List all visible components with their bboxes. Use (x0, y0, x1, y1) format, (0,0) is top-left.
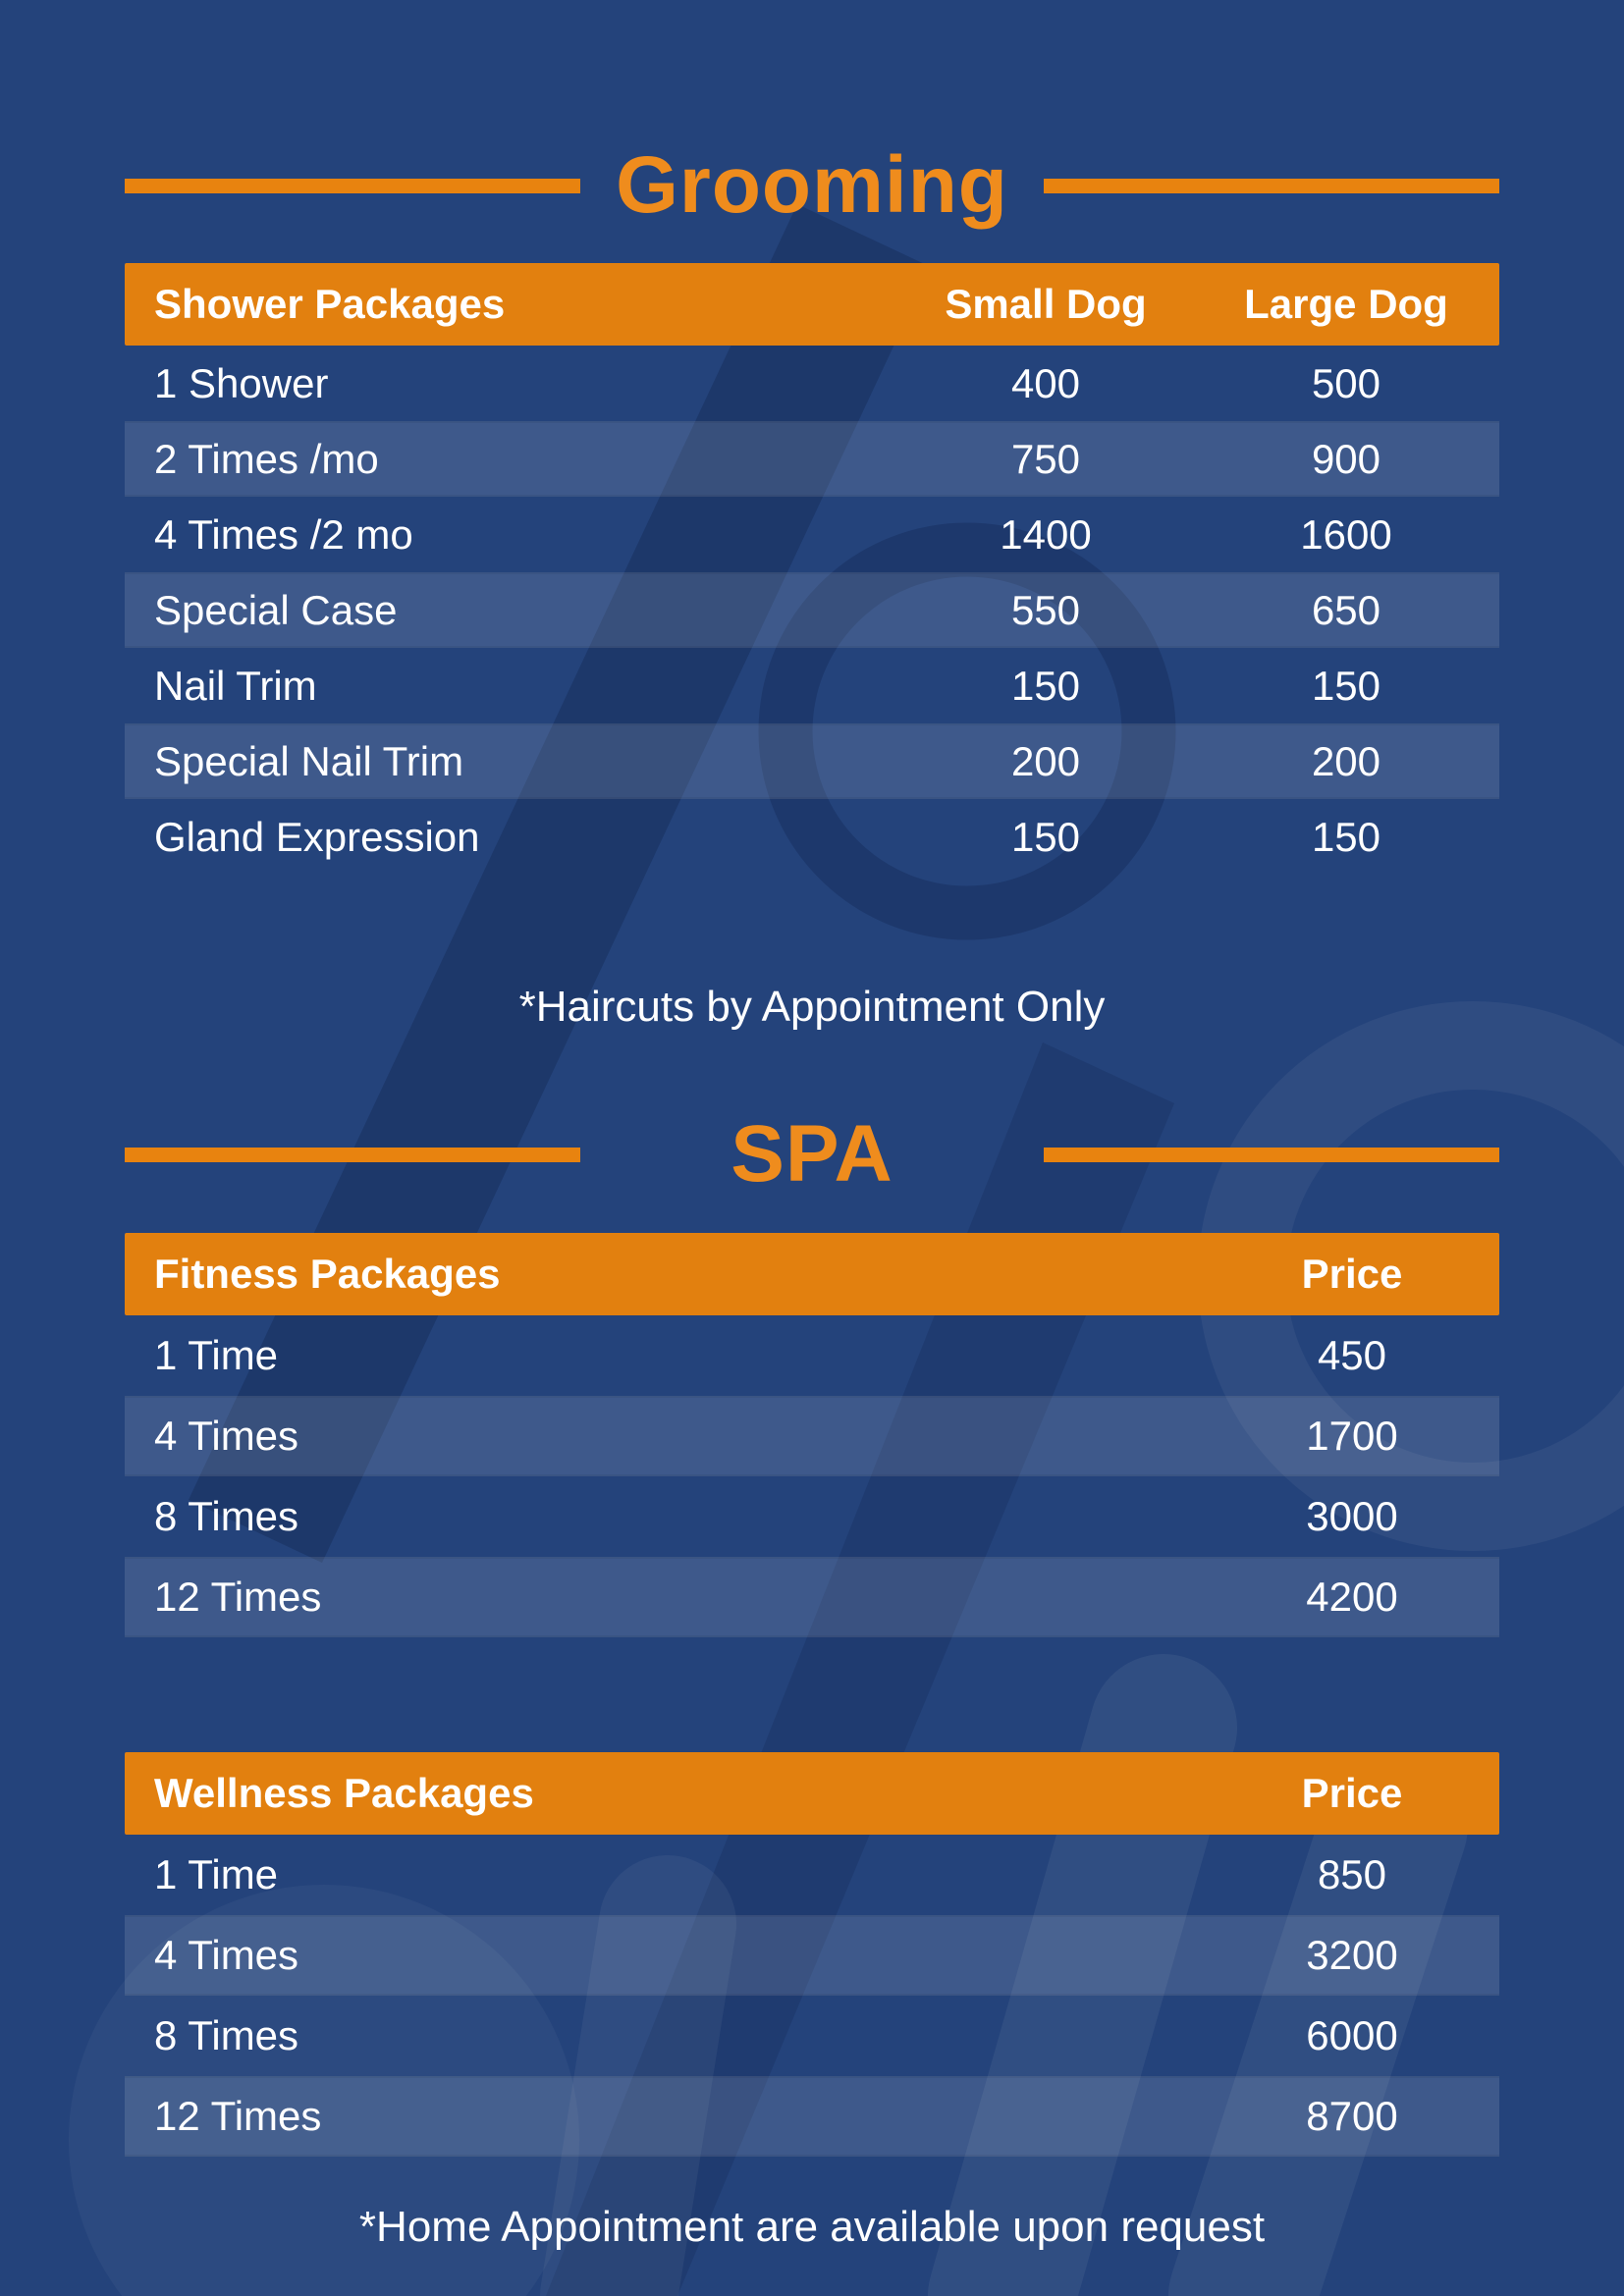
row-price-value: 6000 (1306, 2012, 1398, 2058)
row-small-dog-price: 1400 (1000, 510, 1092, 558)
row-service-label: 1 Shower (154, 359, 329, 406)
row-small-dog-price: 150 (1010, 813, 1081, 860)
table-row: 8 Times 6000 (125, 1996, 1499, 2076)
row-package-label: 4 Times (154, 1932, 299, 1978)
row-service-label: Nail Trim (154, 662, 317, 709)
row-small-dog-price: 400 (1010, 359, 1081, 406)
title-divider-bar-left (125, 178, 580, 193)
row-service-label: 2 Times /mo (154, 435, 379, 482)
row-service-label: Special Nail Trim (154, 737, 464, 784)
title-divider-bar-right (1044, 1147, 1499, 1162)
grooming-price-table: Shower Packages Small Dog Large Dog 1 Sh… (125, 263, 1499, 875)
column-header-price: Price (1301, 1251, 1403, 1297)
row-large-dog-price: 150 (1311, 662, 1381, 709)
row-price-value: 8700 (1306, 2093, 1398, 2139)
home-appointment-note: *Home Appointment are available upon req… (358, 2203, 1266, 2251)
table-row: Nail Trim 150 150 (125, 648, 1499, 723)
row-price-value: 4200 (1306, 1574, 1398, 1620)
row-large-dog-price: 650 (1311, 586, 1381, 633)
row-package-label: 8 Times (154, 2012, 299, 2058)
table-row: 1 Shower 400 500 (125, 346, 1499, 421)
spa-section-title: SPA (731, 1109, 893, 1199)
title-divider-bar-right (1044, 178, 1499, 193)
row-package-label: 1 Time (154, 1332, 279, 1378)
row-price-value: 1700 (1306, 1413, 1398, 1459)
row-service-label: 4 Times /2 mo (154, 510, 413, 558)
table-row: Special Case 550 650 (125, 572, 1499, 648)
column-header-fitness-packages: Fitness Packages (154, 1251, 501, 1297)
table-row: 1 Time 850 (125, 1835, 1499, 1915)
row-package-label: 12 Times (154, 2093, 322, 2139)
row-price-value: 450 (1317, 1332, 1387, 1378)
row-price-value: 850 (1317, 1851, 1387, 1897)
fitness-price-table: Fitness Packages Price 1 Time 450 4 Time… (125, 1233, 1499, 1637)
table-row: 1 Time 450 (125, 1315, 1499, 1396)
row-large-dog-price: 900 (1311, 435, 1381, 482)
grooming-section-title-row: Grooming (125, 145, 1499, 226)
row-package-label: 8 Times (154, 1493, 299, 1539)
table-row: 2 Times /mo 750 900 (125, 421, 1499, 497)
row-large-dog-price: 150 (1311, 813, 1381, 860)
wellness-table-rows: 1 Time 850 4 Times 3200 8 Times 6000 12 … (125, 1835, 1499, 2157)
table-row: 12 Times 8700 (125, 2076, 1499, 2157)
grooming-table-header: Shower Packages Small Dog Large Dog (125, 263, 1499, 346)
row-small-dog-price: 750 (1010, 435, 1081, 482)
column-header-wellness-packages: Wellness Packages (154, 1770, 534, 1816)
table-row: 4 Times 1700 (125, 1396, 1499, 1476)
column-header-shower-packages: Shower Packages (154, 281, 506, 327)
row-package-label: 12 Times (154, 1574, 322, 1620)
column-header-small-dog: Small Dog (945, 281, 1147, 327)
row-price-value: 3200 (1306, 1932, 1398, 1978)
grooming-section-title: Grooming (616, 140, 1008, 230)
fitness-table-rows: 1 Time 450 4 Times 1700 8 Times 3000 12 … (125, 1315, 1499, 1637)
row-service-label: Special Case (154, 586, 398, 633)
row-small-dog-price: 200 (1010, 737, 1081, 784)
row-small-dog-price: 150 (1010, 662, 1081, 709)
row-price-value: 3000 (1306, 1493, 1398, 1539)
table-row: 8 Times 3000 (125, 1476, 1499, 1557)
table-row: 12 Times 4200 (125, 1557, 1499, 1637)
haircuts-note: *Haircuts by Appointment Only (518, 983, 1106, 1031)
grooming-table-rows: 1 Shower 400 500 2 Times /mo 750 900 4 T… (125, 346, 1499, 875)
row-package-label: 1 Time (154, 1851, 279, 1897)
fitness-table-header: Fitness Packages Price (125, 1233, 1499, 1315)
table-row: 4 Times /2 mo 1400 1600 (125, 497, 1499, 572)
table-row: 4 Times 3200 (125, 1915, 1499, 1996)
title-divider-bar-left (125, 1147, 580, 1162)
column-header-price: Price (1301, 1770, 1403, 1816)
row-service-label: Gland Expression (154, 813, 480, 860)
row-large-dog-price: 1600 (1300, 510, 1392, 558)
wellness-price-table: Wellness Packages Price 1 Time 850 4 Tim… (125, 1752, 1499, 2157)
table-row: Gland Expression 150 150 (125, 799, 1499, 875)
wellness-table-header: Wellness Packages Price (125, 1752, 1499, 1835)
column-header-large-dog: Large Dog (1244, 281, 1448, 327)
row-small-dog-price: 550 (1010, 586, 1081, 633)
table-row: Special Nail Trim 200 200 (125, 723, 1499, 799)
row-package-label: 4 Times (154, 1413, 299, 1459)
row-large-dog-price: 200 (1311, 737, 1381, 784)
spa-section-title-row: SPA (125, 1114, 1499, 1195)
row-large-dog-price: 500 (1311, 359, 1381, 406)
